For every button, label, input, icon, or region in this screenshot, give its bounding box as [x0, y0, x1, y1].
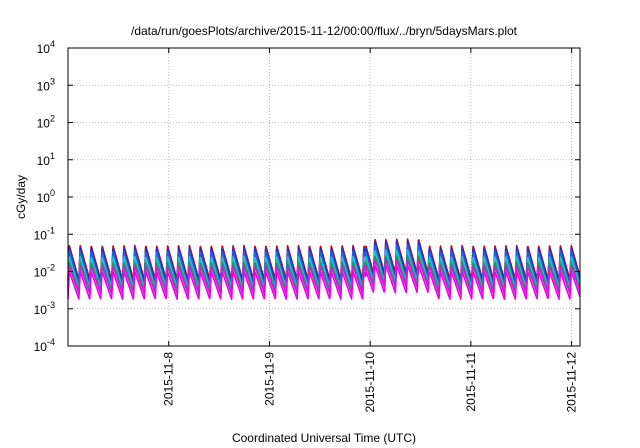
y-tick-label: 10-1: [34, 225, 55, 242]
grid: [68, 48, 580, 346]
series-line: [67, 249, 581, 290]
series-line: [67, 264, 581, 301]
y-tick-label: 100: [37, 188, 55, 205]
y-tick-label: 103: [37, 76, 55, 93]
y-tick-label: 10-3: [34, 300, 55, 317]
series-group: [67, 238, 581, 301]
x-tick-label: 2015-11-8: [162, 352, 176, 406]
y-tick-label: 101: [37, 151, 55, 168]
x-axis-label: Coordinated Universal Time (UTC): [232, 431, 416, 445]
y-axis-label: cGy/day: [14, 175, 28, 219]
x-tick-label: 2015-11-11: [464, 352, 478, 412]
y-tick-label: 102: [37, 114, 55, 131]
x-tick-label: 2015-11-10: [363, 352, 377, 413]
series-line: [67, 258, 581, 295]
x-tick-label: 2015-11-9: [262, 352, 276, 406]
y-axis: 10-4 10-3 10-2 10-1 100 101 102 103 104: [34, 39, 580, 354]
y-tick-label: 10-2: [34, 263, 55, 280]
x-axis: 2015-11-8 2015-11-9 2015-11-10 2015-11-11 20…: [162, 48, 579, 413]
y-tick-label: 10-4: [34, 337, 55, 354]
series-line: [67, 243, 581, 288]
chart-title: /data/run/goesPlots/archive/2015-11-12/0…: [131, 24, 518, 38]
y-tick-label: 104: [37, 39, 55, 56]
x-tick-label: 2015-11-12: [565, 352, 579, 413]
